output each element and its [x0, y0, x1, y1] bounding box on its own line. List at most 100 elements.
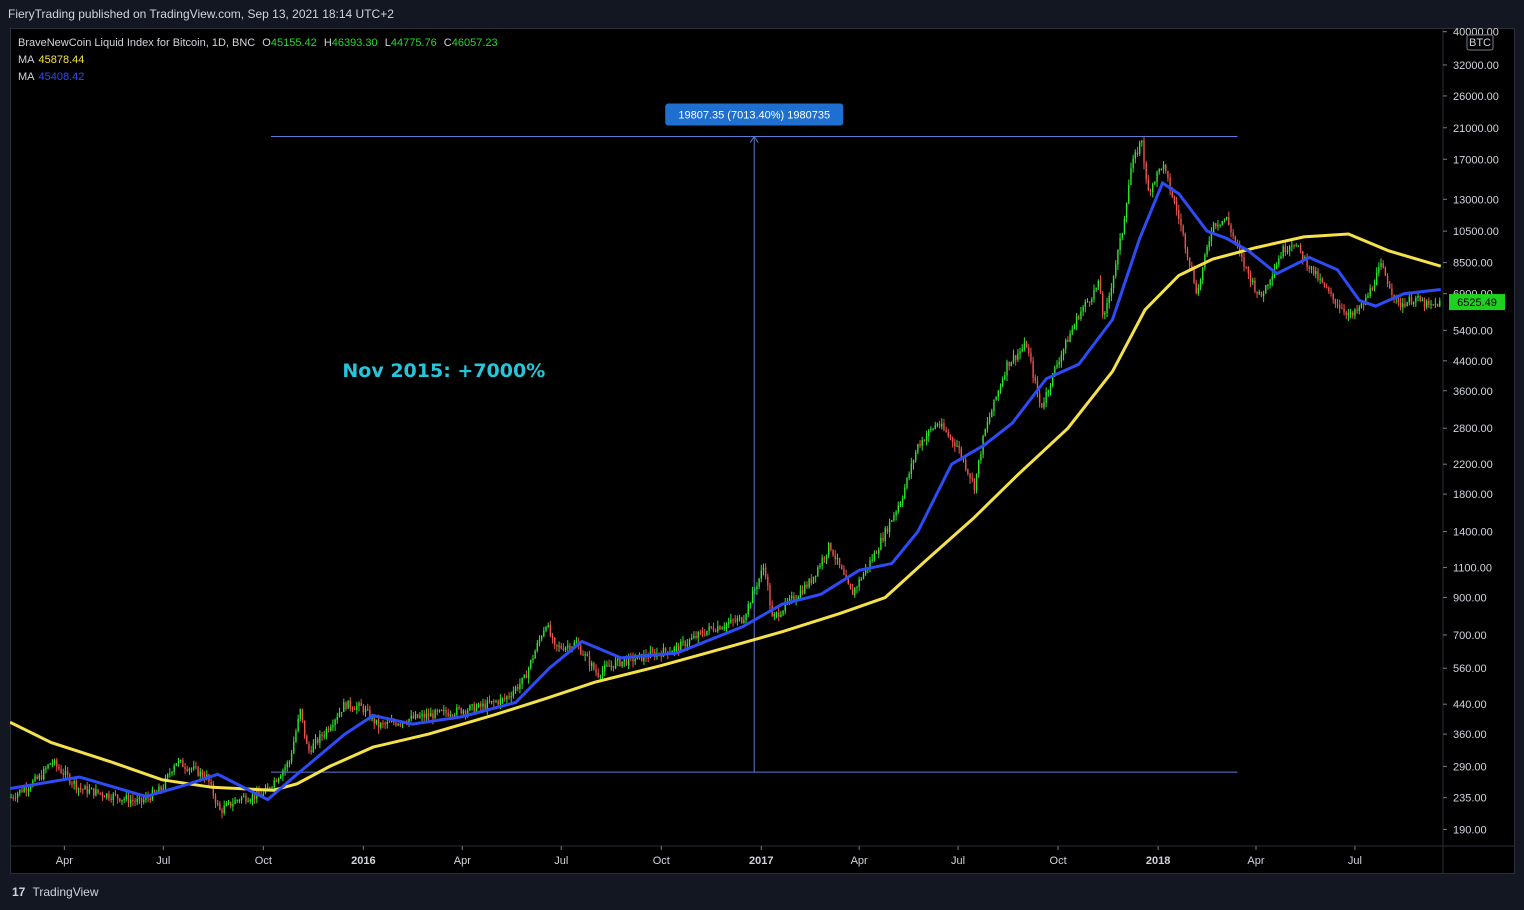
candle-body	[314, 738, 317, 744]
candle-body	[362, 705, 365, 713]
price-tick-label: 17000.00	[1453, 154, 1499, 166]
candle-body	[136, 798, 138, 802]
candle-body	[749, 603, 752, 605]
candle-body	[1171, 190, 1173, 198]
candle-body	[1143, 140, 1145, 164]
candle-body	[186, 768, 188, 771]
candle-body	[86, 786, 88, 794]
candle-body	[967, 469, 969, 474]
candle-body	[745, 614, 747, 621]
candle-body	[1343, 308, 1345, 313]
time-tick-label: Apr	[454, 855, 471, 867]
candle-body	[1423, 300, 1426, 308]
tradingview-brand[interactable]: TradingView	[32, 885, 99, 899]
candle-body	[1302, 251, 1304, 260]
price-tick-label: 40000.00	[1453, 28, 1499, 39]
candle-body	[110, 798, 112, 801]
candle-body	[1317, 271, 1319, 280]
price-chart[interactable]: 19807.35 (7013.40%) 1980735 40000.00 3200…	[10, 28, 1515, 874]
candle-body	[330, 727, 332, 731]
candle-body	[103, 796, 106, 798]
candle-body	[214, 795, 217, 804]
candle-body	[1232, 232, 1234, 237]
candle-body	[282, 770, 284, 776]
candle-body	[508, 696, 510, 698]
candle-body	[686, 644, 689, 647]
candle-body	[1034, 377, 1036, 381]
candle-body	[830, 542, 832, 551]
candle-body	[1386, 275, 1389, 285]
candle-body	[345, 702, 347, 709]
time-tick-label: Jul	[156, 855, 170, 867]
tradingview-logo-icon[interactable]: 17	[12, 885, 26, 899]
candle-body	[293, 741, 295, 754]
candle-body	[473, 704, 475, 713]
candle-body	[1130, 168, 1132, 186]
candle-body	[671, 651, 673, 653]
candle-body	[1121, 233, 1123, 238]
candle-body	[858, 579, 860, 587]
candle-body	[1336, 304, 1339, 306]
candle-body	[1349, 312, 1352, 314]
candle-body	[1417, 296, 1419, 298]
candle-body	[1134, 152, 1137, 159]
candle-body	[1125, 203, 1128, 219]
candle-body	[625, 659, 628, 665]
publish-header: FieryTrading published on TradingView.co…	[0, 0, 1524, 28]
candle-body	[1397, 296, 1400, 303]
candle-body	[1369, 288, 1371, 296]
candle-body	[895, 511, 897, 516]
candle-body	[325, 728, 328, 736]
last-price-box	[1449, 294, 1505, 311]
candle-body	[547, 625, 549, 627]
price-axis[interactable]: 40000.00 32000.00 26000.00 21000.00 17000.00…	[1442, 28, 1499, 874]
candle-body	[978, 460, 980, 474]
candle-body	[917, 444, 919, 453]
candle-body	[1410, 296, 1413, 304]
candle-body	[177, 760, 180, 764]
candle-body	[719, 626, 721, 630]
candle-body	[123, 799, 125, 801]
measure-tool[interactable]: 19807.35 (7013.40%) 1980735	[270, 103, 1238, 773]
candle-body	[1080, 311, 1082, 319]
candle-body	[814, 575, 817, 577]
candle-body	[1267, 284, 1269, 286]
candle-body	[1254, 280, 1256, 292]
low-value: 44775.76	[390, 37, 437, 49]
candle-body	[349, 700, 352, 708]
candle-body	[343, 702, 345, 712]
candle-body	[1432, 304, 1434, 306]
candle-body	[1286, 250, 1289, 253]
candle-body	[1306, 256, 1308, 268]
candle-body	[551, 635, 554, 638]
candle-body	[590, 662, 593, 667]
time-axis[interactable]: Apr Jul Oct 2016 Apr Jul Oct 2017 Apr Jul Oct 2018 A…	[10, 845, 1515, 867]
candle-body	[114, 793, 117, 795]
candle-body	[973, 479, 976, 491]
candle-body	[1221, 220, 1223, 225]
candle-body	[25, 787, 28, 791]
price-tick-label: 32000.00	[1453, 60, 1499, 72]
candle-body	[1006, 361, 1008, 376]
candle-body	[43, 768, 45, 780]
price-tick-label: 1800.00	[1453, 489, 1493, 501]
candle-body	[1154, 181, 1156, 185]
candle-body	[519, 683, 521, 689]
candle-body	[532, 658, 534, 661]
candle-body	[780, 614, 782, 617]
candle-body	[1256, 291, 1258, 294]
candle-body	[240, 796, 243, 801]
candle-body	[501, 698, 504, 700]
candle-body	[991, 410, 993, 418]
candle-body	[12, 797, 14, 799]
candle-body	[621, 661, 623, 666]
ma-fast-line	[10, 180, 1441, 802]
candle-body	[234, 800, 236, 804]
candle-body	[1406, 302, 1408, 307]
candle-body	[595, 669, 597, 673]
candle-body	[675, 645, 678, 648]
candle-body	[834, 555, 836, 560]
price-tick-label: 2200.00	[1453, 459, 1493, 471]
candle-body	[23, 787, 25, 792]
candle-body	[512, 691, 515, 697]
